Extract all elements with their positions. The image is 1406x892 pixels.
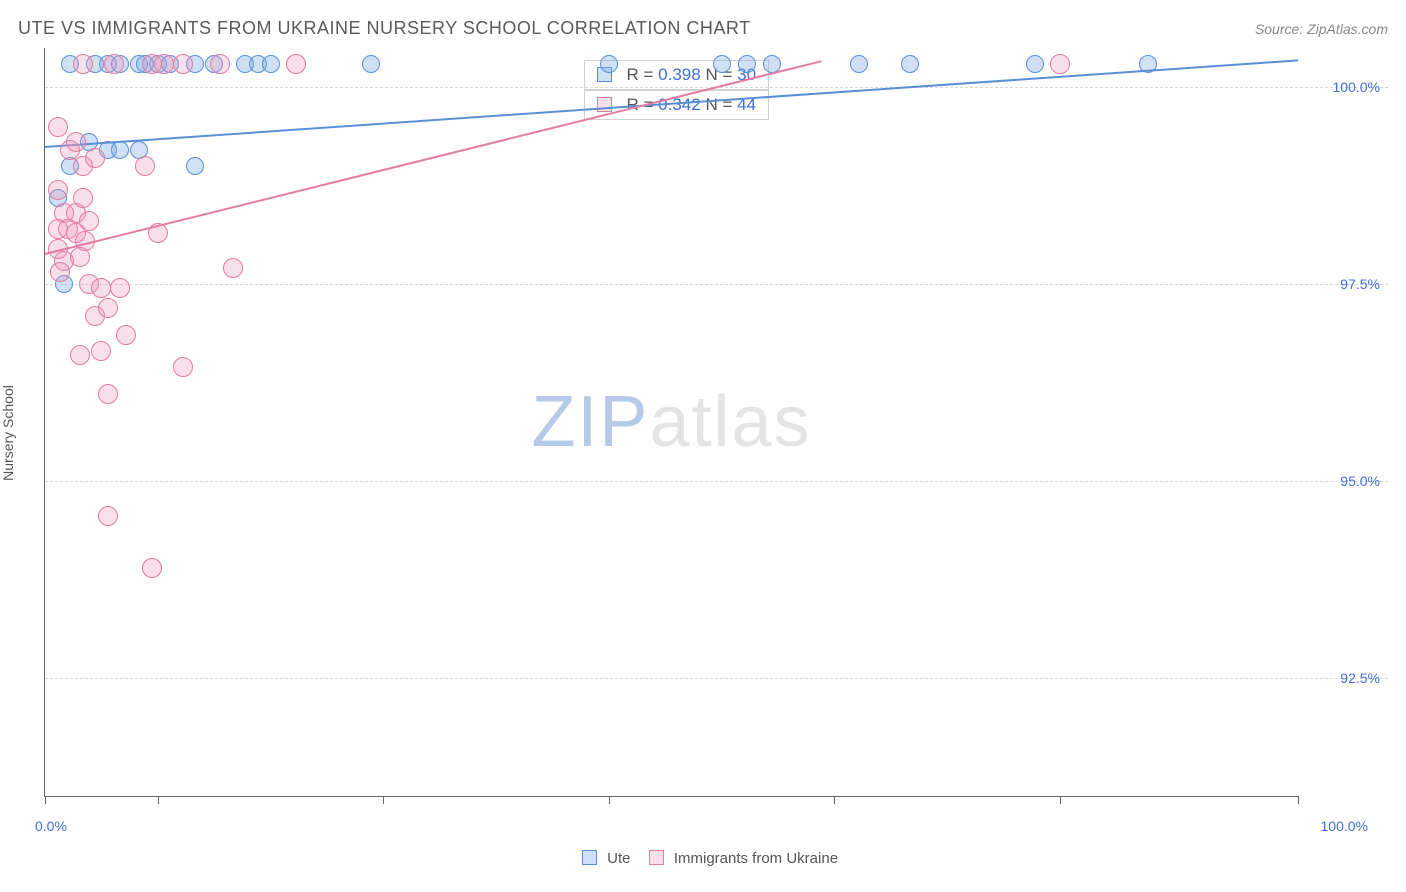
- gridline: [45, 481, 1388, 482]
- y-axis-label: Nursery School: [0, 385, 16, 481]
- data-point: [142, 558, 162, 578]
- chart-area: Nursery School ZIPatlas R = 0.398 N = 30…: [18, 48, 1388, 817]
- gridline: [45, 678, 1388, 679]
- data-point: [50, 262, 70, 282]
- plot-area: ZIPatlas R = 0.398 N = 30 R = 0.342 N = …: [44, 48, 1298, 797]
- gridline: [45, 284, 1388, 285]
- data-point: [850, 55, 868, 73]
- data-point: [173, 357, 193, 377]
- watermark: ZIPatlas: [531, 381, 811, 463]
- watermark-light: atlas: [649, 382, 811, 462]
- data-point: [713, 55, 731, 73]
- y-tick-label: 97.5%: [1340, 276, 1380, 292]
- data-point: [154, 54, 174, 74]
- data-point: [1050, 54, 1070, 74]
- data-point: [738, 55, 756, 73]
- y-tick-label: 92.5%: [1340, 670, 1380, 686]
- data-point: [73, 54, 93, 74]
- data-point: [186, 157, 204, 175]
- x-axis-min-label: 0.0%: [35, 818, 67, 834]
- legend-swatch-ute: [582, 850, 597, 865]
- x-tick: [1060, 796, 1061, 804]
- data-point: [210, 54, 230, 74]
- data-point: [73, 188, 93, 208]
- data-point: [362, 55, 380, 73]
- data-point: [91, 278, 111, 298]
- x-tick: [45, 796, 46, 804]
- data-point: [600, 55, 618, 73]
- data-point: [98, 384, 118, 404]
- stats-box-series2: R = 0.342 N = 44: [584, 90, 769, 120]
- r-prefix: R =: [627, 65, 659, 84]
- x-axis-max-label: 100.0%: [1321, 818, 1368, 834]
- bottom-legend: Ute Immigrants from Ukraine: [0, 850, 1406, 867]
- data-point: [70, 345, 90, 365]
- data-point: [173, 54, 193, 74]
- data-point: [1026, 55, 1044, 73]
- legend-label-ukraine: Immigrants from Ukraine: [674, 850, 838, 867]
- x-tick: [383, 796, 384, 804]
- watermark-bold: ZIP: [531, 382, 649, 462]
- data-point: [48, 117, 68, 137]
- data-point: [70, 247, 90, 267]
- y-tick-label: 100.0%: [1333, 79, 1380, 95]
- legend-label-ute: Ute: [607, 850, 630, 867]
- data-point: [91, 341, 111, 361]
- data-point: [116, 325, 136, 345]
- data-point: [110, 278, 130, 298]
- data-point: [111, 141, 129, 159]
- data-point: [48, 180, 68, 200]
- data-point: [901, 55, 919, 73]
- data-point: [66, 132, 86, 152]
- data-point: [262, 55, 280, 73]
- y-tick-label: 95.0%: [1340, 473, 1380, 489]
- x-tick: [609, 796, 610, 804]
- legend-swatch-ukraine: [649, 850, 664, 865]
- chart-title: UTE VS IMMIGRANTS FROM UKRAINE NURSERY S…: [18, 18, 751, 39]
- source-label: Source: ZipAtlas.com: [1255, 21, 1388, 37]
- x-tick: [158, 796, 159, 804]
- data-point: [135, 156, 155, 176]
- data-point: [85, 148, 105, 168]
- x-tick: [834, 796, 835, 804]
- data-point: [286, 54, 306, 74]
- data-point: [223, 258, 243, 278]
- data-point: [98, 298, 118, 318]
- trend-line: [45, 60, 822, 255]
- x-tick: [1298, 796, 1299, 804]
- r-value-1: 0.398: [658, 65, 701, 84]
- data-point: [98, 506, 118, 526]
- data-point: [104, 54, 124, 74]
